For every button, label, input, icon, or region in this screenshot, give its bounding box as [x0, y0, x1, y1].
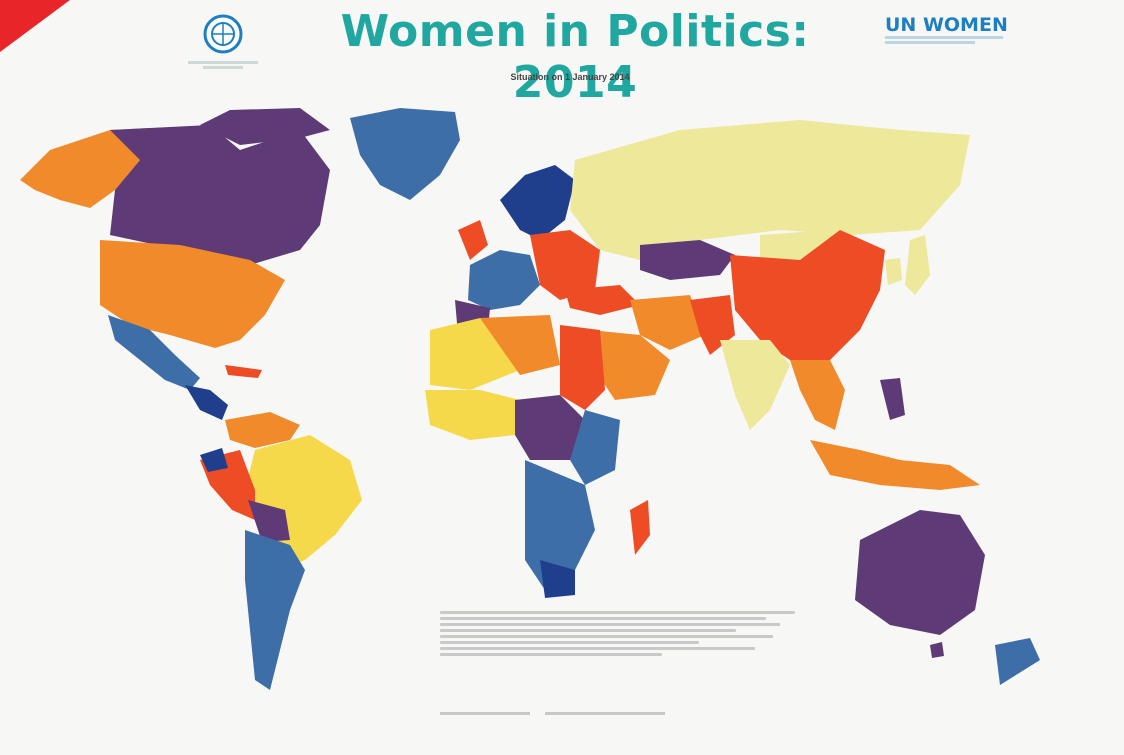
- ipu-caption: [178, 61, 268, 69]
- region-southeast-asia: [790, 360, 845, 430]
- region-iran: [630, 295, 705, 350]
- region-china: [730, 230, 885, 360]
- region-scandinavia: [500, 165, 575, 240]
- region-japan: [905, 235, 930, 295]
- region-indonesia: [810, 440, 980, 490]
- page-title: Women in Politics: 2014: [340, 6, 810, 108]
- region-western-europe: [468, 250, 540, 310]
- region-ecuador: [200, 448, 228, 472]
- region-canada: [110, 125, 330, 265]
- region-madagascar: [630, 500, 650, 555]
- region-caribbean: [225, 365, 262, 378]
- region-central-africa: [515, 395, 585, 460]
- region-algeria-libya: [480, 315, 560, 375]
- region-central-america: [185, 385, 228, 420]
- world-map: [20, 108, 1040, 690]
- region-tasmania: [930, 642, 944, 658]
- ipu-globe-icon: [203, 14, 243, 54]
- region-india: [720, 340, 790, 430]
- region-greenland: [350, 108, 460, 200]
- region-south-africa: [540, 560, 575, 598]
- region-alaska: [20, 128, 150, 208]
- region-kazakhstan: [640, 240, 735, 280]
- region-arctic-islands: [200, 108, 330, 145]
- region-uk: [458, 220, 488, 260]
- page-subtitle: Situation on 1 January 2014: [510, 72, 630, 82]
- region-turkey-caucasus: [565, 285, 640, 315]
- region-chile-argentina: [245, 530, 305, 690]
- region-west-africa: [425, 390, 520, 440]
- region-new-zealand: [995, 638, 1040, 685]
- map-legend: [440, 608, 810, 659]
- region-venezuela-colombia: [225, 412, 300, 448]
- region-egypt-sudan: [560, 325, 605, 410]
- region-eastern-europe: [530, 230, 600, 300]
- region-australia: [855, 510, 985, 635]
- region-southern-africa: [525, 460, 595, 590]
- region-east-africa: [570, 410, 620, 485]
- un-women-logo-icon: UN WOMEN: [885, 14, 1008, 36]
- ipu-logo: [178, 14, 268, 71]
- region-arabia: [590, 330, 670, 400]
- red-corner-ribbon: [0, 0, 70, 52]
- region-korea: [885, 258, 902, 285]
- region-bolivia: [248, 500, 290, 542]
- region-usa: [100, 240, 285, 348]
- region-mexico: [108, 315, 200, 390]
- un-women-logo: UN WOMEN: [885, 16, 1015, 46]
- region-philippines: [880, 378, 905, 420]
- region-russia: [570, 120, 970, 260]
